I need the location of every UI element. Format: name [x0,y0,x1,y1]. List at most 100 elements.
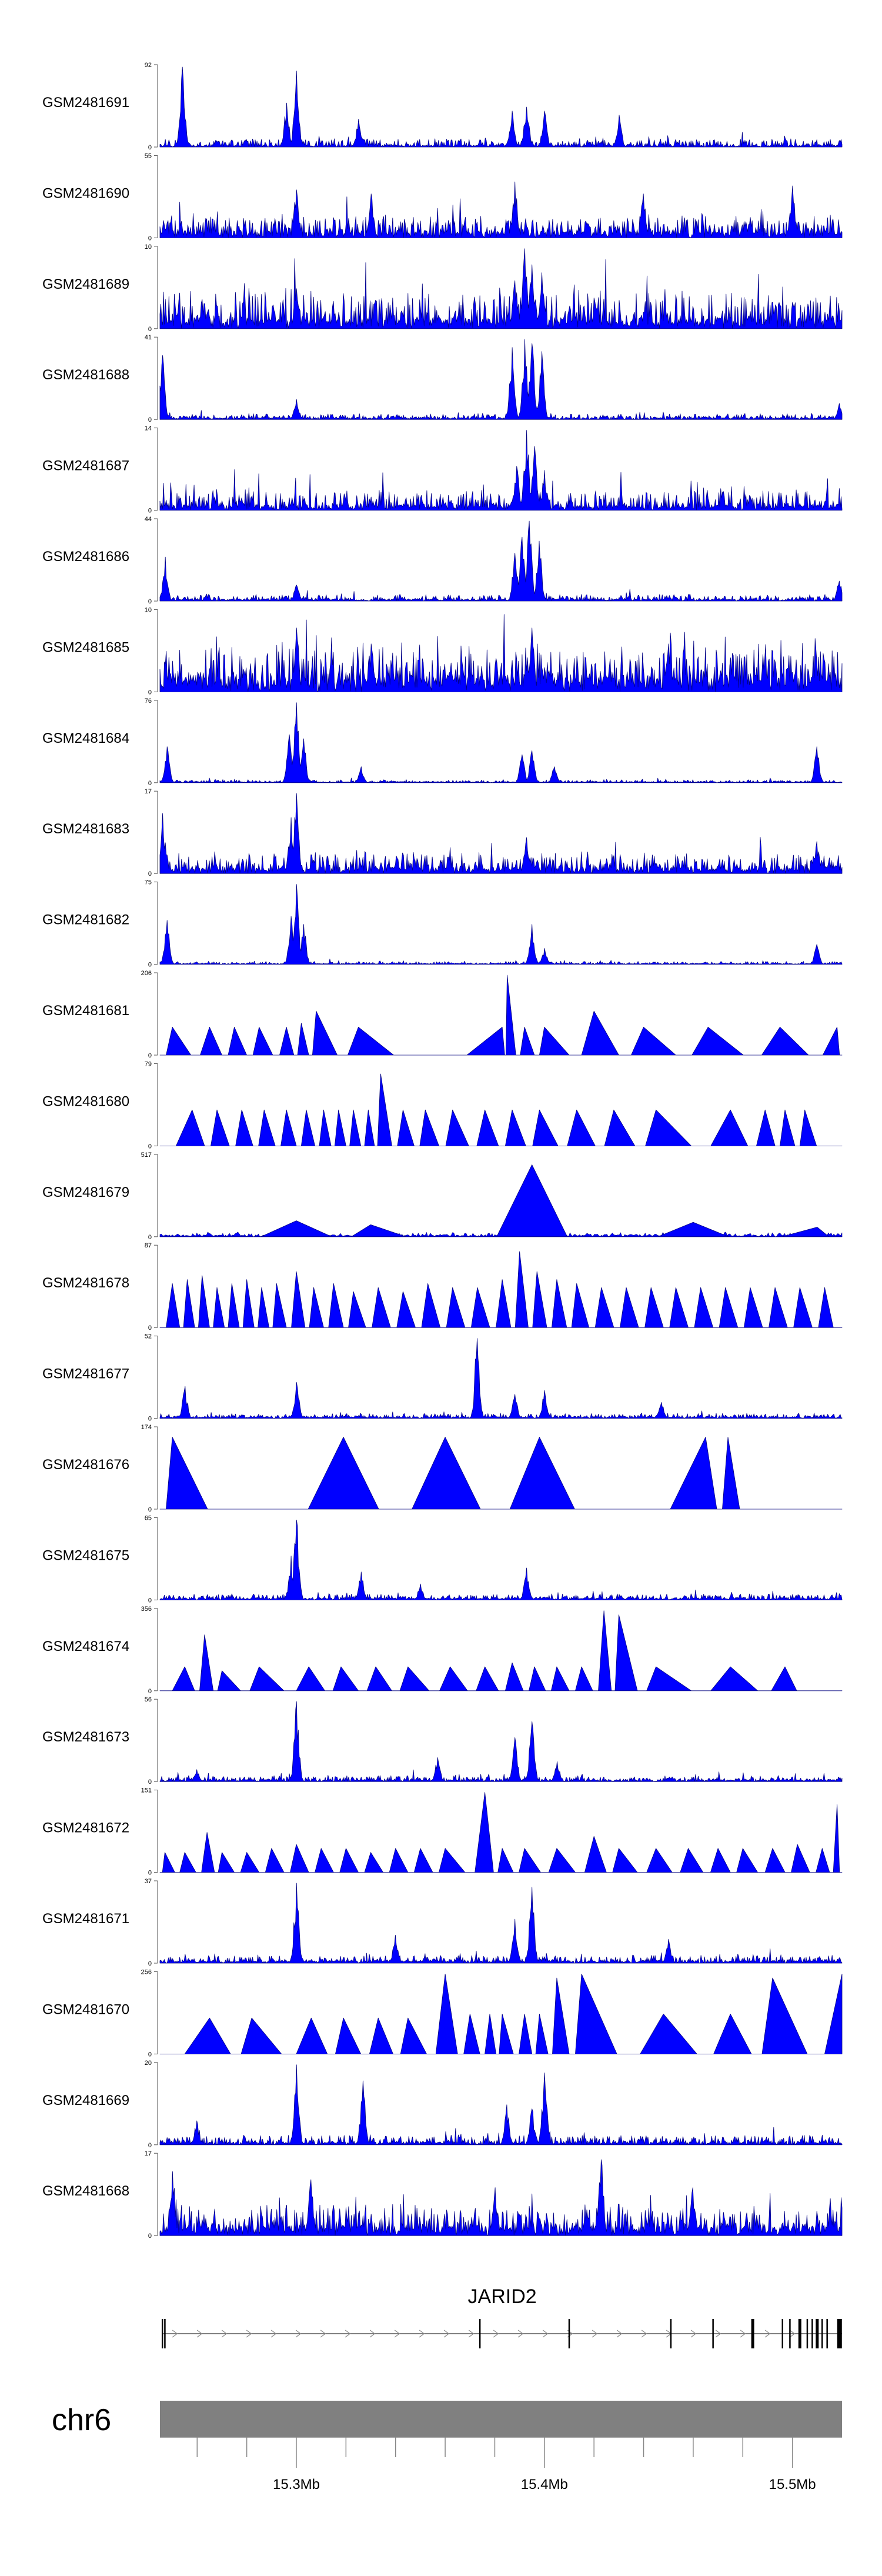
track-GSM2481673: GSM2481673 56 0 [42,1696,843,1786]
track-label: GSM2481689 [42,276,129,292]
strand-arrow-icon [690,2330,697,2338]
tick-label: 15.3Mb [273,2477,320,2492]
y-tick-min: 0 [148,962,152,969]
track-label: GSM2481677 [42,1366,129,1382]
y-tick-min: 0 [148,2233,152,2240]
track-GSM2481675: GSM2481675 65 0 [42,1514,843,1604]
track-GSM2481689: GSM2481689 10 0 [42,243,843,333]
coverage-area [159,2064,843,2145]
track-label: GSM2481688 [42,367,129,383]
y-tick-min: 0 [148,1778,152,1786]
coverage-area [159,520,843,602]
coverage-area [159,1073,843,1146]
track-GSM2481685: GSM2481685 10 0 [42,606,843,696]
y-tick-max: 65 [145,1514,152,1521]
track-GSM2481681: GSM2481681 206 0 [42,970,843,1059]
track-GSM2481670: GSM2481670 256 0 [42,1968,843,2058]
coverage-area [159,884,843,965]
coverage-area [159,702,843,783]
strand-arrow-icon [172,2330,178,2338]
track-GSM2481687: GSM2481687 14 0 [42,425,843,515]
strand-arrow-icon [320,2330,326,2338]
y-tick-min: 0 [148,235,152,242]
track-label: GSM2481691 [42,95,129,111]
y-tick-max: 14 [145,425,152,432]
y-tick-min: 0 [148,508,152,515]
y-tick-max: 517 [141,1152,152,1159]
y-tick-max: 56 [145,1696,152,1703]
y-tick-min: 0 [148,598,152,605]
y-tick-max: 44 [145,516,152,523]
coverage-area [159,1883,843,1964]
strand-arrow-icon [542,2330,549,2338]
y-tick-min: 0 [148,780,152,787]
track-label: GSM2481680 [42,1093,129,1109]
strand-arrow-icon [715,2330,721,2338]
y-tick-max: 92 [145,62,152,69]
coverage-area [159,430,843,510]
track-label: GSM2481678 [42,1275,129,1291]
y-tick-min: 0 [148,870,152,877]
track-label: GSM2481679 [42,1184,129,1200]
exon [806,2319,808,2348]
y-tick-min: 0 [148,1597,152,1604]
exon [164,2319,166,2348]
track-label: GSM2481674 [42,1639,129,1654]
y-tick-min: 0 [148,1052,152,1059]
exon [821,2319,823,2348]
track-label: GSM2481671 [42,1911,129,1927]
y-tick-min: 0 [148,1416,152,1423]
y-tick-min: 0 [148,1870,152,1877]
strand-arrow-icon [493,2330,499,2338]
track-label: GSM2481681 [42,1003,129,1019]
exon [670,2319,672,2348]
strand-arrow-icon [789,2330,796,2338]
strand-arrow-icon [270,2330,277,2338]
track-GSM2481691: GSM2481691 92 0 [42,62,843,151]
coverage-area [159,181,843,238]
y-tick-max: 41 [145,334,152,341]
track-GSM2481688: GSM2481688 41 0 [42,334,843,423]
y-tick-max: 256 [141,1968,152,1976]
strand-arrow-icon [764,2330,771,2338]
strand-arrow-icon [345,2330,351,2338]
exon [816,2319,819,2348]
strand-arrow-icon [221,2330,228,2338]
track-GSM2481683: GSM2481683 17 0 [42,788,843,877]
track-label: GSM2481684 [42,730,129,746]
track-GSM2481668: GSM2481668 17 0 [42,2150,843,2240]
y-tick-max: 17 [145,788,152,795]
genomic-axis: 15.3Mb 15.4Mb 15.5Mb [160,2437,842,2492]
gene-label: JARID2 [468,2285,537,2308]
track-label: GSM2481670 [42,2001,129,2017]
strand-arrow-icon [517,2330,524,2338]
track-GSM2481678: GSM2481678 87 0 [42,1242,843,1332]
coverage-area [159,1437,843,1510]
exon [712,2319,714,2348]
coverage-area [159,66,843,148]
exon [161,2319,163,2348]
y-tick-min: 0 [148,689,152,696]
chromosome-bar [160,2401,842,2437]
y-tick-min: 0 [148,1324,152,1332]
exon [826,2319,828,2348]
y-tick-max: 37 [145,1878,152,1885]
strand-arrow-icon [641,2330,647,2338]
track-label: GSM2481686 [42,549,129,565]
track-label: GSM2481683 [42,821,129,837]
coverage-area [159,1520,843,1600]
y-tick-max: 10 [145,243,152,251]
strand-arrow-icon [394,2330,400,2338]
strand-arrow-icon [295,2330,302,2338]
track-label: GSM2481690 [42,185,129,201]
y-tick-min: 0 [148,1960,152,1967]
y-tick-max: 20 [145,2060,152,2067]
coverage-area [159,1338,843,1419]
track-GSM2481671: GSM2481671 37 0 [42,1878,843,1967]
y-tick-min: 0 [148,416,152,423]
strand-arrow-icon [419,2330,425,2338]
exon [568,2319,570,2348]
y-tick-max: 174 [141,1424,152,1431]
y-tick-max: 76 [145,698,152,705]
track-GSM2481677: GSM2481677 52 0 [42,1333,843,1423]
